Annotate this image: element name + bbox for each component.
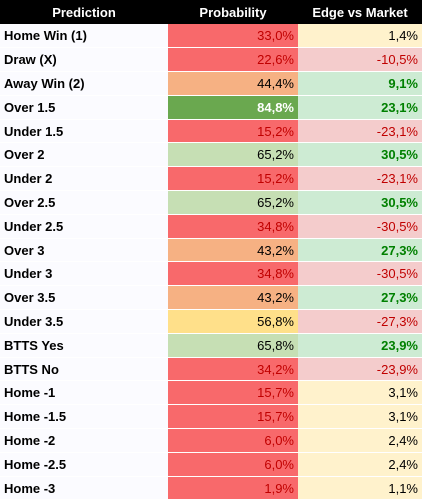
table-row: Over 3.5 43,2% 27,3% xyxy=(0,285,422,311)
table-body: Home Win (1) 33,0% 1,4% Draw (X) 22,6% -10,5%… xyxy=(0,24,422,500)
table-row: Home Win (1) 33,0% 1,4% xyxy=(0,24,422,49)
probability-cell: 43,2% xyxy=(168,238,298,263)
prediction-cell: Home -1.5 xyxy=(0,404,168,430)
edge-cell: 2,4% xyxy=(298,452,422,477)
table-row: Home -3 1,9% 1,1% xyxy=(0,476,422,500)
edge-cell: 30,5% xyxy=(298,190,422,215)
prediction-cell: Under 2.5 xyxy=(0,214,168,239)
probability-cell: 34,8% xyxy=(168,214,298,239)
probability-cell: 6,0% xyxy=(168,428,298,453)
prediction-cell: BTTS Yes xyxy=(0,333,168,358)
edge-cell: -23,9% xyxy=(298,357,422,382)
table-row: Home -1.5 15,7% 3,1% xyxy=(0,404,422,430)
edge-cell: 27,3% xyxy=(298,238,422,263)
table-row: Home -2 6,0% 2,4% xyxy=(0,428,422,453)
edge-cell: 3,1% xyxy=(298,404,422,430)
table-row: Over 1.5 84,8% 23,1% xyxy=(0,95,422,120)
probability-cell: 65,8% xyxy=(168,333,298,358)
prediction-cell: Over 2.5 xyxy=(0,190,168,215)
probability-cell: 22,6% xyxy=(168,47,298,73)
edge-cell: -23,1% xyxy=(298,166,422,192)
header-cell: Probability xyxy=(168,0,298,24)
table-row: Home -2.5 6,0% 2,4% xyxy=(0,452,422,477)
probability-cell: 15,7% xyxy=(168,404,298,430)
table-row: Under 1.5 15,2% -23,1% xyxy=(0,119,422,144)
table-row: BTTS No 34,2% -23,9% xyxy=(0,357,422,382)
prediction-cell: Home -1 xyxy=(0,380,168,406)
probability-cell: 43,2% xyxy=(168,285,298,311)
probability-cell: 65,2% xyxy=(168,190,298,215)
probability-cell: 44,4% xyxy=(168,71,298,96)
probability-cell: 33,0% xyxy=(168,24,298,49)
edge-cell: -30,5% xyxy=(298,214,422,239)
header-row: Prediction Probability Edge vs Market xyxy=(0,0,422,24)
probability-cell: 34,2% xyxy=(168,357,298,382)
prediction-cell: Under 1.5 xyxy=(0,119,168,144)
edge-cell: 3,1% xyxy=(298,380,422,406)
table-row: Over 2.5 65,2% 30,5% xyxy=(0,190,422,215)
prediction-cell: BTTS No xyxy=(0,357,168,382)
probability-cell: 15,7% xyxy=(168,380,298,406)
prediction-cell: Under 3 xyxy=(0,261,168,287)
edge-cell: -23,1% xyxy=(298,119,422,144)
probability-cell: 15,2% xyxy=(168,119,298,144)
table-row: Draw (X) 22,6% -10,5% xyxy=(0,47,422,73)
table-row: Away Win (2) 44,4% 9,1% xyxy=(0,71,422,96)
edge-cell: 30,5% xyxy=(298,142,422,168)
probability-cell: 56,8% xyxy=(168,309,298,334)
prediction-cell: Away Win (2) xyxy=(0,71,168,96)
prediction-cell: Over 2 xyxy=(0,142,168,168)
edge-cell: 23,9% xyxy=(298,333,422,358)
table-header: Prediction Probability Edge vs Market xyxy=(0,0,422,24)
edge-cell: -27,3% xyxy=(298,309,422,334)
edge-cell: 2,4% xyxy=(298,428,422,453)
edge-cell: 23,1% xyxy=(298,95,422,120)
prediction-cell: Under 2 xyxy=(0,166,168,192)
prediction-cell: Home Win (1) xyxy=(0,24,168,49)
edge-cell: 9,1% xyxy=(298,71,422,96)
probability-cell: 84,8% xyxy=(168,95,298,120)
edge-cell: -10,5% xyxy=(298,47,422,73)
probability-cell: 65,2% xyxy=(168,142,298,168)
table-row: BTTS Yes 65,8% 23,9% xyxy=(0,333,422,358)
prediction-cell: Home -2 xyxy=(0,428,168,453)
prediction-cell: Home -3 xyxy=(0,476,168,500)
table-row: Under 2.5 34,8% -30,5% xyxy=(0,214,422,239)
probability-cell: 1,9% xyxy=(168,476,298,500)
table-row: Under 2 15,2% -23,1% xyxy=(0,166,422,192)
header-cell: Prediction xyxy=(0,0,168,24)
table-row: Over 3 43,2% 27,3% xyxy=(0,238,422,263)
edge-cell: 1,4% xyxy=(298,24,422,49)
probability-cell: 34,8% xyxy=(168,261,298,287)
prediction-cell: Under 3.5 xyxy=(0,309,168,334)
table-row: Over 2 65,2% 30,5% xyxy=(0,142,422,168)
table-row: Under 3.5 56,8% -27,3% xyxy=(0,309,422,334)
prediction-cell: Over 1.5 xyxy=(0,95,168,120)
header-cell: Edge vs Market xyxy=(298,0,422,24)
prediction-cell: Over 3 xyxy=(0,238,168,263)
probability-cell: 6,0% xyxy=(168,452,298,477)
edge-cell: 27,3% xyxy=(298,285,422,311)
edge-cell: -30,5% xyxy=(298,261,422,287)
edge-cell: 1,1% xyxy=(298,476,422,500)
probability-cell: 15,2% xyxy=(168,166,298,192)
prediction-cell: Home -2.5 xyxy=(0,452,168,477)
prediction-cell: Draw (X) xyxy=(0,47,168,73)
table-row: Home -1 15,7% 3,1% xyxy=(0,380,422,406)
table-row: Under 3 34,8% -30,5% xyxy=(0,261,422,287)
prediction-table: Prediction Probability Edge vs Market Ho… xyxy=(0,0,422,500)
prediction-cell: Over 3.5 xyxy=(0,285,168,311)
